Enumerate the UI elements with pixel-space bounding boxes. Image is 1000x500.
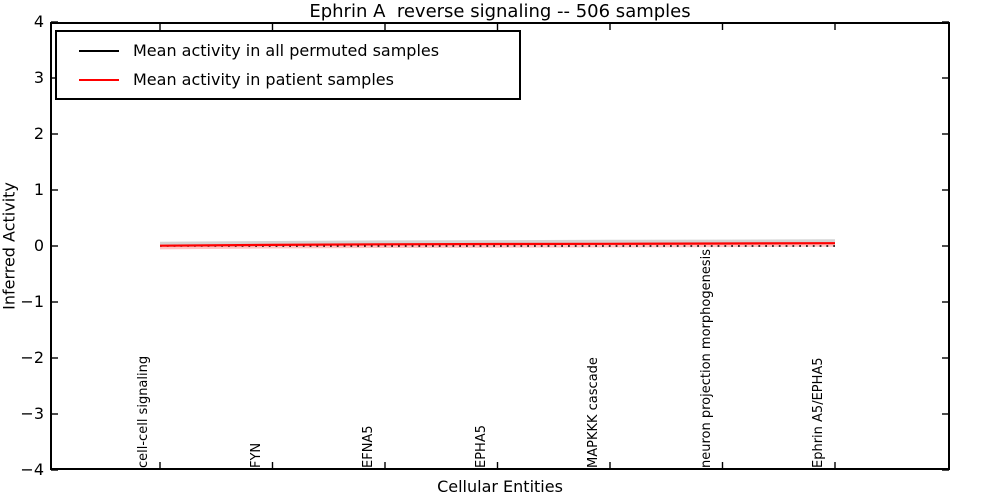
legend-line-patient-icon <box>79 78 119 81</box>
legend-label-patient: Mean activity in patient samples <box>133 70 394 89</box>
x-axis-label: Cellular Entities <box>437 477 563 496</box>
x-tick-label: cell-cell signaling <box>136 355 151 468</box>
y-tick-label: −1 <box>20 292 44 311</box>
series-line-patient <box>159 242 836 247</box>
y-tick-label: −3 <box>20 404 44 423</box>
plot-svg <box>50 21 950 471</box>
x-tick-label: EPHA5 <box>473 425 489 468</box>
x-tick-label: Ephrin A5/EPHA5 <box>811 357 826 468</box>
legend-item-patient: Mean activity in patient samples <box>57 65 519 94</box>
legend: Mean activity in all permuted samples Me… <box>55 30 521 100</box>
y-tick-label: −2 <box>20 348 44 367</box>
y-tick-label: 4 <box>33 12 44 31</box>
plot-area <box>50 21 950 471</box>
y-tick-label: 3 <box>33 68 44 87</box>
x-tick-label: MAPKKK cascade <box>586 357 601 468</box>
legend-item-permuted: Mean activity in all permuted samples <box>57 36 519 65</box>
y-tick-label: −4 <box>20 460 44 479</box>
x-tick-label: EFNA5 <box>361 425 376 468</box>
y-tick-label: 0 <box>33 236 44 255</box>
x-tick-label: FYN <box>248 442 264 468</box>
x-tick-label: neuron projection morphogenesis <box>698 249 714 468</box>
legend-line-permuted-icon <box>79 49 119 52</box>
y-tick-label: 2 <box>33 124 44 143</box>
y-tick-label: 1 <box>33 180 44 199</box>
legend-label-permuted: Mean activity in all permuted samples <box>133 41 440 60</box>
chart-title: Ephrin A reverse signaling -- 506 sample… <box>309 1 691 22</box>
